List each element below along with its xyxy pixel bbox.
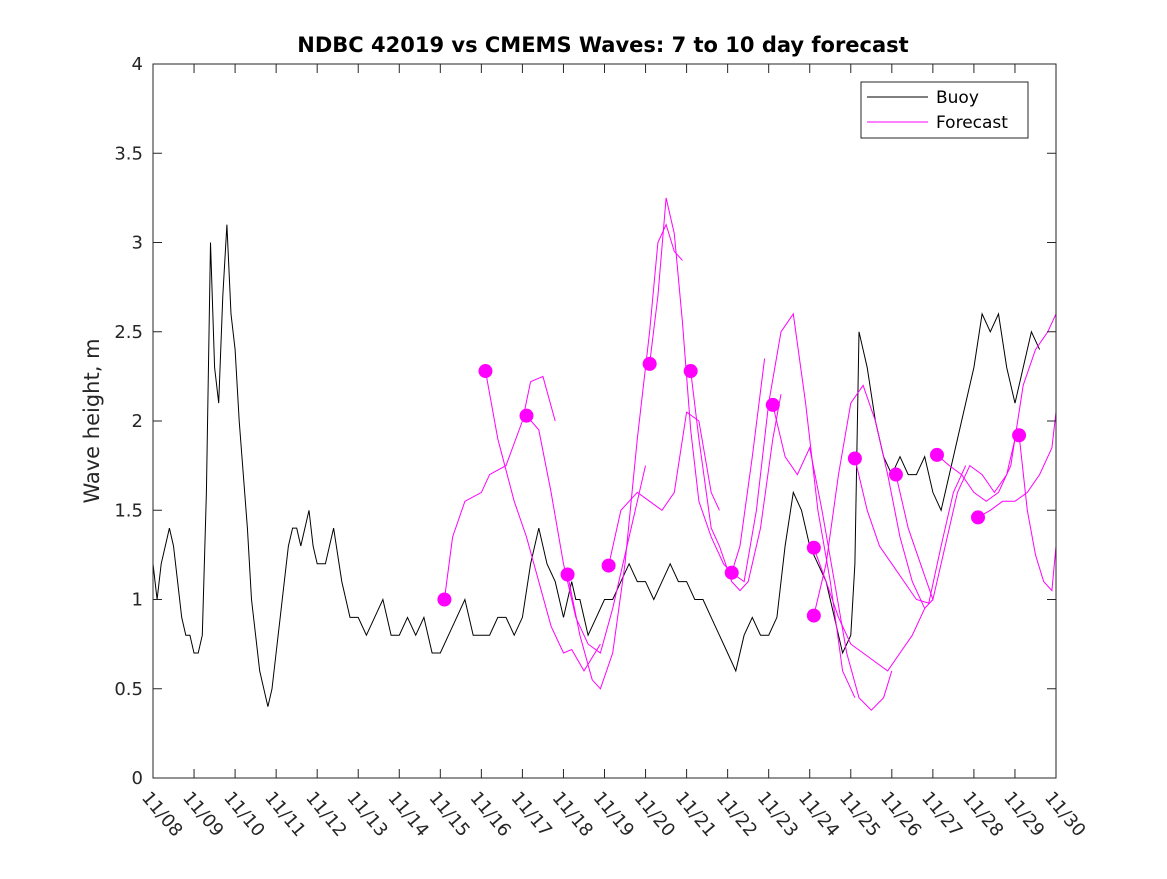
x-tick-label: 11/20: [630, 788, 679, 841]
y-tick-label: 4: [132, 54, 143, 75]
y-tick-label: 1: [132, 590, 143, 611]
y-tick-label: 2: [132, 411, 143, 432]
x-tick-label: 11/08: [137, 788, 186, 841]
x-tick-label: 11/12: [301, 788, 350, 841]
x-tick-label: 11/10: [219, 788, 268, 841]
y-tick-label: 0: [132, 768, 143, 789]
y-tick-label: 1.5: [114, 500, 143, 521]
x-tick-label: 11/29: [999, 788, 1048, 841]
forecast-start-marker: [847, 451, 862, 466]
y-tick-label: 0.5: [114, 679, 143, 700]
legend-label-buoy: Buoy: [936, 88, 979, 108]
forecast-start-marker: [724, 565, 739, 580]
forecast-series-line-9: [772, 404, 893, 711]
forecast-start-marker: [642, 356, 657, 371]
forecast-start-marker: [806, 608, 821, 623]
data-layer: [152, 197, 1057, 711]
forecast-start-marker: [1012, 428, 1027, 443]
x-tick-label: 11/22: [712, 788, 761, 841]
x-tick-label: 11/21: [671, 788, 720, 841]
forecast-series-line-10: [813, 384, 934, 616]
x-tick-label: 11/13: [342, 788, 391, 841]
forecast-series-line-3: [526, 415, 646, 654]
tick-layer: 00.511.522.533.5411/0811/0911/1011/1111/…: [114, 54, 1089, 841]
x-tick-label: 11/30: [1040, 788, 1089, 841]
forecast-series-line-14: [936, 313, 1057, 502]
x-tick-label: 11/28: [958, 788, 1007, 841]
y-tick-label: 2.5: [114, 322, 143, 343]
forecast-series-line-8: [731, 312, 856, 698]
forecast-series-line-6: [649, 197, 766, 574]
x-tick-label: 11/14: [383, 788, 432, 841]
x-tick-label: 11/23: [753, 788, 802, 841]
forecast-series-line-16: [1018, 435, 1057, 592]
y-axis-label: Wave height, m: [80, 338, 104, 503]
legend: Buoy Forecast: [860, 81, 1029, 139]
forecast-start-marker: [806, 540, 821, 555]
legend-box: [860, 81, 1029, 139]
x-tick-label: 11/24: [794, 788, 843, 841]
x-tick-label: 11/16: [466, 788, 515, 841]
forecast-series-line-1: [443, 375, 556, 600]
forecast-series-line-11: [813, 547, 926, 672]
forecast-series-line-7: [690, 370, 782, 592]
forecast-series-line-5: [608, 411, 720, 566]
x-tick-label: 11/19: [589, 788, 638, 841]
forecast-start-marker: [888, 467, 903, 482]
chart-title: NDBC 42019 vs CMEMS Waves: 7 to 10 day f…: [297, 33, 908, 57]
forecast-series-line-2: [485, 370, 601, 672]
buoy-series-line: [152, 224, 1041, 707]
plot-frame: [152, 63, 1057, 779]
forecast-start-marker: [765, 397, 780, 412]
forecast-series-line-13: [895, 438, 1016, 602]
forecast-start-marker: [437, 592, 452, 607]
y-tick-label: 3.5: [114, 143, 143, 164]
x-tick-label: 11/26: [876, 788, 925, 841]
x-tick-label: 11/15: [424, 788, 473, 841]
forecast-start-marker: [560, 567, 575, 582]
forecast-start-marker: [478, 364, 493, 379]
forecast-start-marker: [601, 558, 616, 573]
forecast-series-line-4: [567, 223, 683, 690]
x-tick-label: 11/09: [178, 788, 227, 841]
x-tick-label: 11/11: [260, 788, 309, 841]
x-tick-label: 11/17: [507, 788, 556, 841]
forecast-start-marker: [519, 408, 534, 423]
forecast-start-marker: [683, 364, 698, 379]
forecast-start-marker: [971, 510, 986, 525]
forecast-start-marker: [929, 447, 944, 462]
x-tick-label: 11/25: [835, 788, 884, 841]
legend-label-forecast: Forecast: [936, 113, 1008, 133]
y-tick-label: 3: [132, 233, 143, 254]
x-tick-label: 11/27: [917, 788, 966, 841]
x-tick-label: 11/18: [548, 788, 597, 841]
forecast-series-line-12: [854, 458, 967, 604]
forecast-series-line-15: [977, 412, 1057, 518]
